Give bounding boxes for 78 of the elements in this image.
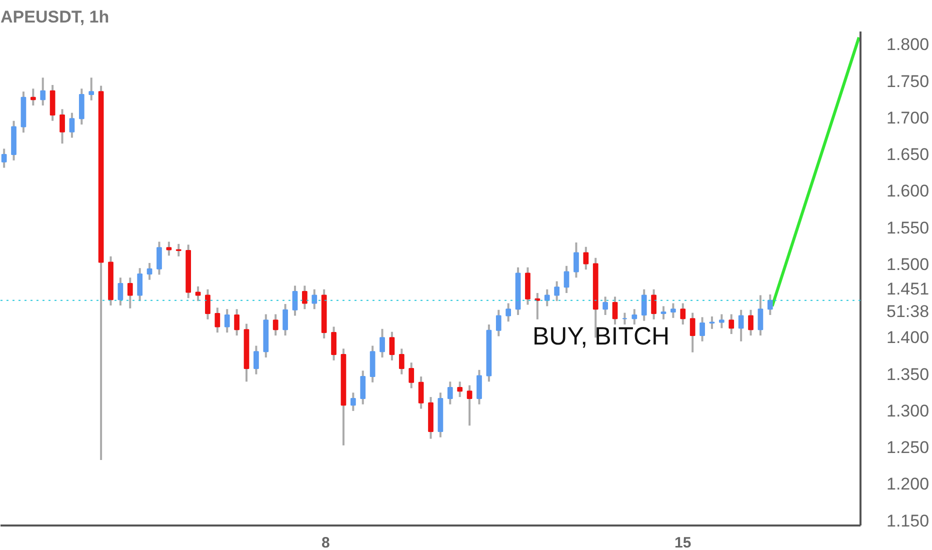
candlestick <box>234 308 240 336</box>
x-tick-label: 8 <box>321 534 330 550</box>
candlestick <box>690 312 696 354</box>
candlestick <box>88 76 94 102</box>
candlestick <box>30 88 36 106</box>
candlestick <box>331 326 336 362</box>
candlestick <box>1 148 7 169</box>
candlestick <box>398 348 404 376</box>
candlestick <box>408 362 414 390</box>
candlestick <box>380 328 385 358</box>
y-tick-label: 1.250 <box>886 438 930 458</box>
candlestick <box>718 313 724 330</box>
y-tick-label: 1.500 <box>886 254 930 274</box>
candlestick <box>496 308 502 338</box>
candlestick <box>205 288 210 320</box>
candlestick <box>282 302 288 336</box>
candlestick <box>40 76 46 106</box>
y-tick-label: 1.400 <box>886 328 930 348</box>
candlestick <box>156 240 162 276</box>
candlestick <box>680 302 686 326</box>
candlestick <box>69 112 75 139</box>
candlestick <box>709 315 715 330</box>
candlestick <box>146 262 152 281</box>
candlestick <box>457 380 463 398</box>
y-tick-label: 1.300 <box>886 401 930 420</box>
candlestick <box>534 292 540 320</box>
y-tick-label: 1.600 <box>886 182 930 201</box>
candlestick <box>350 392 356 412</box>
candlestick <box>292 284 298 317</box>
candlestick <box>748 308 754 336</box>
y-tick-label: 1.800 <box>886 35 930 54</box>
candlestick <box>389 330 395 362</box>
y-tick-label: 1.200 <box>886 474 930 494</box>
candlestick <box>574 241 579 279</box>
candlestick <box>728 313 734 336</box>
candlestick <box>660 305 666 320</box>
candlestick <box>176 242 182 258</box>
y-tick-label: 1.700 <box>886 108 930 128</box>
candlestick <box>476 368 482 406</box>
y-tick-label: 1.650 <box>886 145 930 164</box>
candlestick <box>554 280 560 302</box>
y-tick-label: 1.750 <box>886 72 930 91</box>
candlestick <box>466 384 472 427</box>
candlestick <box>60 108 65 145</box>
candlestick <box>767 293 773 316</box>
candlestick <box>418 376 424 410</box>
candlestick <box>506 302 512 323</box>
candlestick <box>166 240 172 257</box>
candlestick <box>651 288 656 320</box>
candlestick <box>544 288 550 308</box>
candlestick <box>360 370 366 406</box>
y-tick-label: 1.550 <box>886 218 930 238</box>
annotation: BUY, BITCH <box>532 322 670 350</box>
y-tick-label: 1.350 <box>886 364 930 384</box>
candlestick <box>602 296 608 316</box>
candlestick <box>700 316 705 342</box>
candlestick <box>312 288 318 310</box>
candlestick <box>641 288 647 322</box>
ref-line-label: 1.451 51:38 <box>886 279 930 322</box>
candlestick <box>738 308 744 342</box>
candlestick <box>302 284 308 310</box>
candlestick <box>583 246 589 271</box>
chart-title: APEUSDT, 1h <box>0 8 110 26</box>
candlestick <box>758 294 764 336</box>
candlestick <box>272 313 278 336</box>
candlestick <box>137 267 143 302</box>
candlestick <box>214 306 220 334</box>
y-tick-label: 1.150 <box>886 511 930 530</box>
candlestick <box>670 302 676 319</box>
candlestick <box>127 276 133 310</box>
candlestick <box>118 276 124 306</box>
x-tick-label: 15 <box>674 534 692 550</box>
candlestick <box>612 296 618 326</box>
candlestick <box>564 264 570 294</box>
candlestick <box>447 380 453 406</box>
candlestick <box>254 344 259 376</box>
candlestick <box>224 308 230 334</box>
candlestick <box>632 308 638 326</box>
